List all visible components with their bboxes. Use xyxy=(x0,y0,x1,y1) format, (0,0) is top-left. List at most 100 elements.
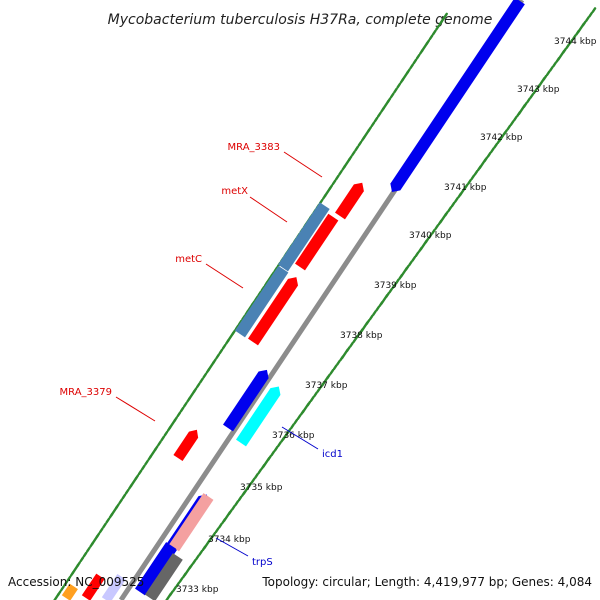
tick-label: 3740 kbp xyxy=(409,231,452,241)
tick-dot xyxy=(121,493,127,500)
tick-dot xyxy=(486,151,492,158)
cds-block-lavender xyxy=(101,573,126,600)
tick-dot xyxy=(391,283,397,289)
tick-dot xyxy=(316,387,322,393)
tick-dot xyxy=(218,522,223,529)
tick-dot xyxy=(270,450,276,457)
cds-block-orange xyxy=(61,583,78,600)
tick-dot xyxy=(365,319,371,325)
tick-dot xyxy=(215,353,220,360)
gene-leader-line xyxy=(249,196,288,223)
tick-dot xyxy=(549,65,554,72)
tick-dot xyxy=(267,454,272,461)
tick-dot xyxy=(375,305,381,312)
tick-dot xyxy=(237,319,243,326)
tick-dot xyxy=(168,590,174,597)
tick-dot xyxy=(250,477,256,484)
tick-dot xyxy=(552,61,557,68)
tick-dot xyxy=(572,34,577,41)
tick-label: 3739 kbp xyxy=(374,281,417,291)
tick-dot xyxy=(435,24,440,31)
tick-dot xyxy=(393,87,398,94)
tick-dot xyxy=(82,551,88,558)
tick-dot xyxy=(218,348,224,355)
tick-dot xyxy=(542,74,548,81)
tick-dot xyxy=(192,387,198,394)
tick-dot xyxy=(431,228,436,235)
tick-label: 3734 kbp xyxy=(208,535,251,545)
map-footer: Accession: NC_009525 Topology: circular;… xyxy=(8,575,592,589)
tick-dot xyxy=(56,590,62,597)
tick-dot xyxy=(115,503,120,510)
tick-label: 3744 kbp xyxy=(554,37,597,47)
tick-dot xyxy=(585,16,590,22)
tick-dot xyxy=(532,88,538,95)
tick-dot xyxy=(526,97,531,104)
tick-dot xyxy=(588,11,594,18)
tick-dot xyxy=(160,435,166,442)
tick-dot xyxy=(332,364,338,371)
tick-label: 3735 kbp xyxy=(240,483,283,493)
cds-block-red xyxy=(248,277,299,346)
tick-dot xyxy=(473,169,479,176)
tick-labels: 3733 kbp 3734 kbp 3735 kbp 3736 kbp 3737 kbp… xyxy=(176,37,597,595)
tick-dot xyxy=(414,251,420,258)
tick-dot xyxy=(444,210,449,217)
tick-dot xyxy=(338,169,343,176)
tick-dot xyxy=(306,400,312,407)
tick-dot xyxy=(347,155,353,162)
tick-dot xyxy=(105,517,111,524)
accession-text: Accession: NC_009525 xyxy=(8,575,144,589)
tick-dot xyxy=(373,116,379,123)
tick-dot xyxy=(447,206,453,212)
tick-dot xyxy=(221,343,227,350)
tick-dot xyxy=(250,300,256,307)
tick-dot xyxy=(254,295,259,302)
tick-dot xyxy=(63,580,69,587)
tick-dot xyxy=(124,488,130,495)
tick-dot xyxy=(195,554,200,561)
gene-label-icd1: icd1 xyxy=(322,449,343,460)
tick-dot xyxy=(76,561,81,568)
tick-dot xyxy=(173,416,178,423)
tick-dot xyxy=(257,468,263,475)
tick-dot xyxy=(247,482,253,488)
tick-dot xyxy=(237,495,243,502)
tick-dot xyxy=(415,53,421,60)
tick-dot xyxy=(328,184,334,191)
tick-dot xyxy=(377,111,382,118)
tick-dot xyxy=(183,401,188,408)
tick-dot xyxy=(409,63,414,70)
tick-dot xyxy=(490,147,495,154)
cds-block-blue xyxy=(223,369,269,432)
tick-dot xyxy=(231,329,237,336)
tick-dot xyxy=(483,156,489,163)
tick-dot xyxy=(513,115,518,122)
tick-dot xyxy=(370,121,376,128)
tick-dot xyxy=(568,38,574,45)
tick-label: 3733 kbp xyxy=(176,585,219,595)
gene-labels: MRA_3383 metX metC MRA_3379 icd1 trpS xyxy=(60,142,343,568)
tick-dot xyxy=(470,174,476,181)
tick-dot xyxy=(427,233,433,240)
tick-dot xyxy=(270,271,275,278)
tick-dot xyxy=(334,174,340,181)
cds-block-pink xyxy=(169,493,214,552)
tick-dot xyxy=(208,536,213,543)
cds-block-blue xyxy=(390,0,525,192)
tick-dot xyxy=(506,124,512,131)
cds-block-cyan xyxy=(236,386,281,447)
tick-dot xyxy=(396,82,402,89)
tick-dot xyxy=(389,92,395,99)
tick-dot xyxy=(98,527,104,534)
tick-label: 3742 kbp xyxy=(480,133,523,143)
tick-dot xyxy=(493,142,499,149)
tick-dot xyxy=(309,396,315,402)
tick-dot xyxy=(179,406,185,413)
tick-dot xyxy=(331,179,337,186)
tick-dot xyxy=(318,198,324,205)
tick-dot xyxy=(234,324,240,331)
tick-dot xyxy=(503,129,508,135)
cds-block-blue xyxy=(135,542,177,596)
tick-dot xyxy=(79,556,85,563)
